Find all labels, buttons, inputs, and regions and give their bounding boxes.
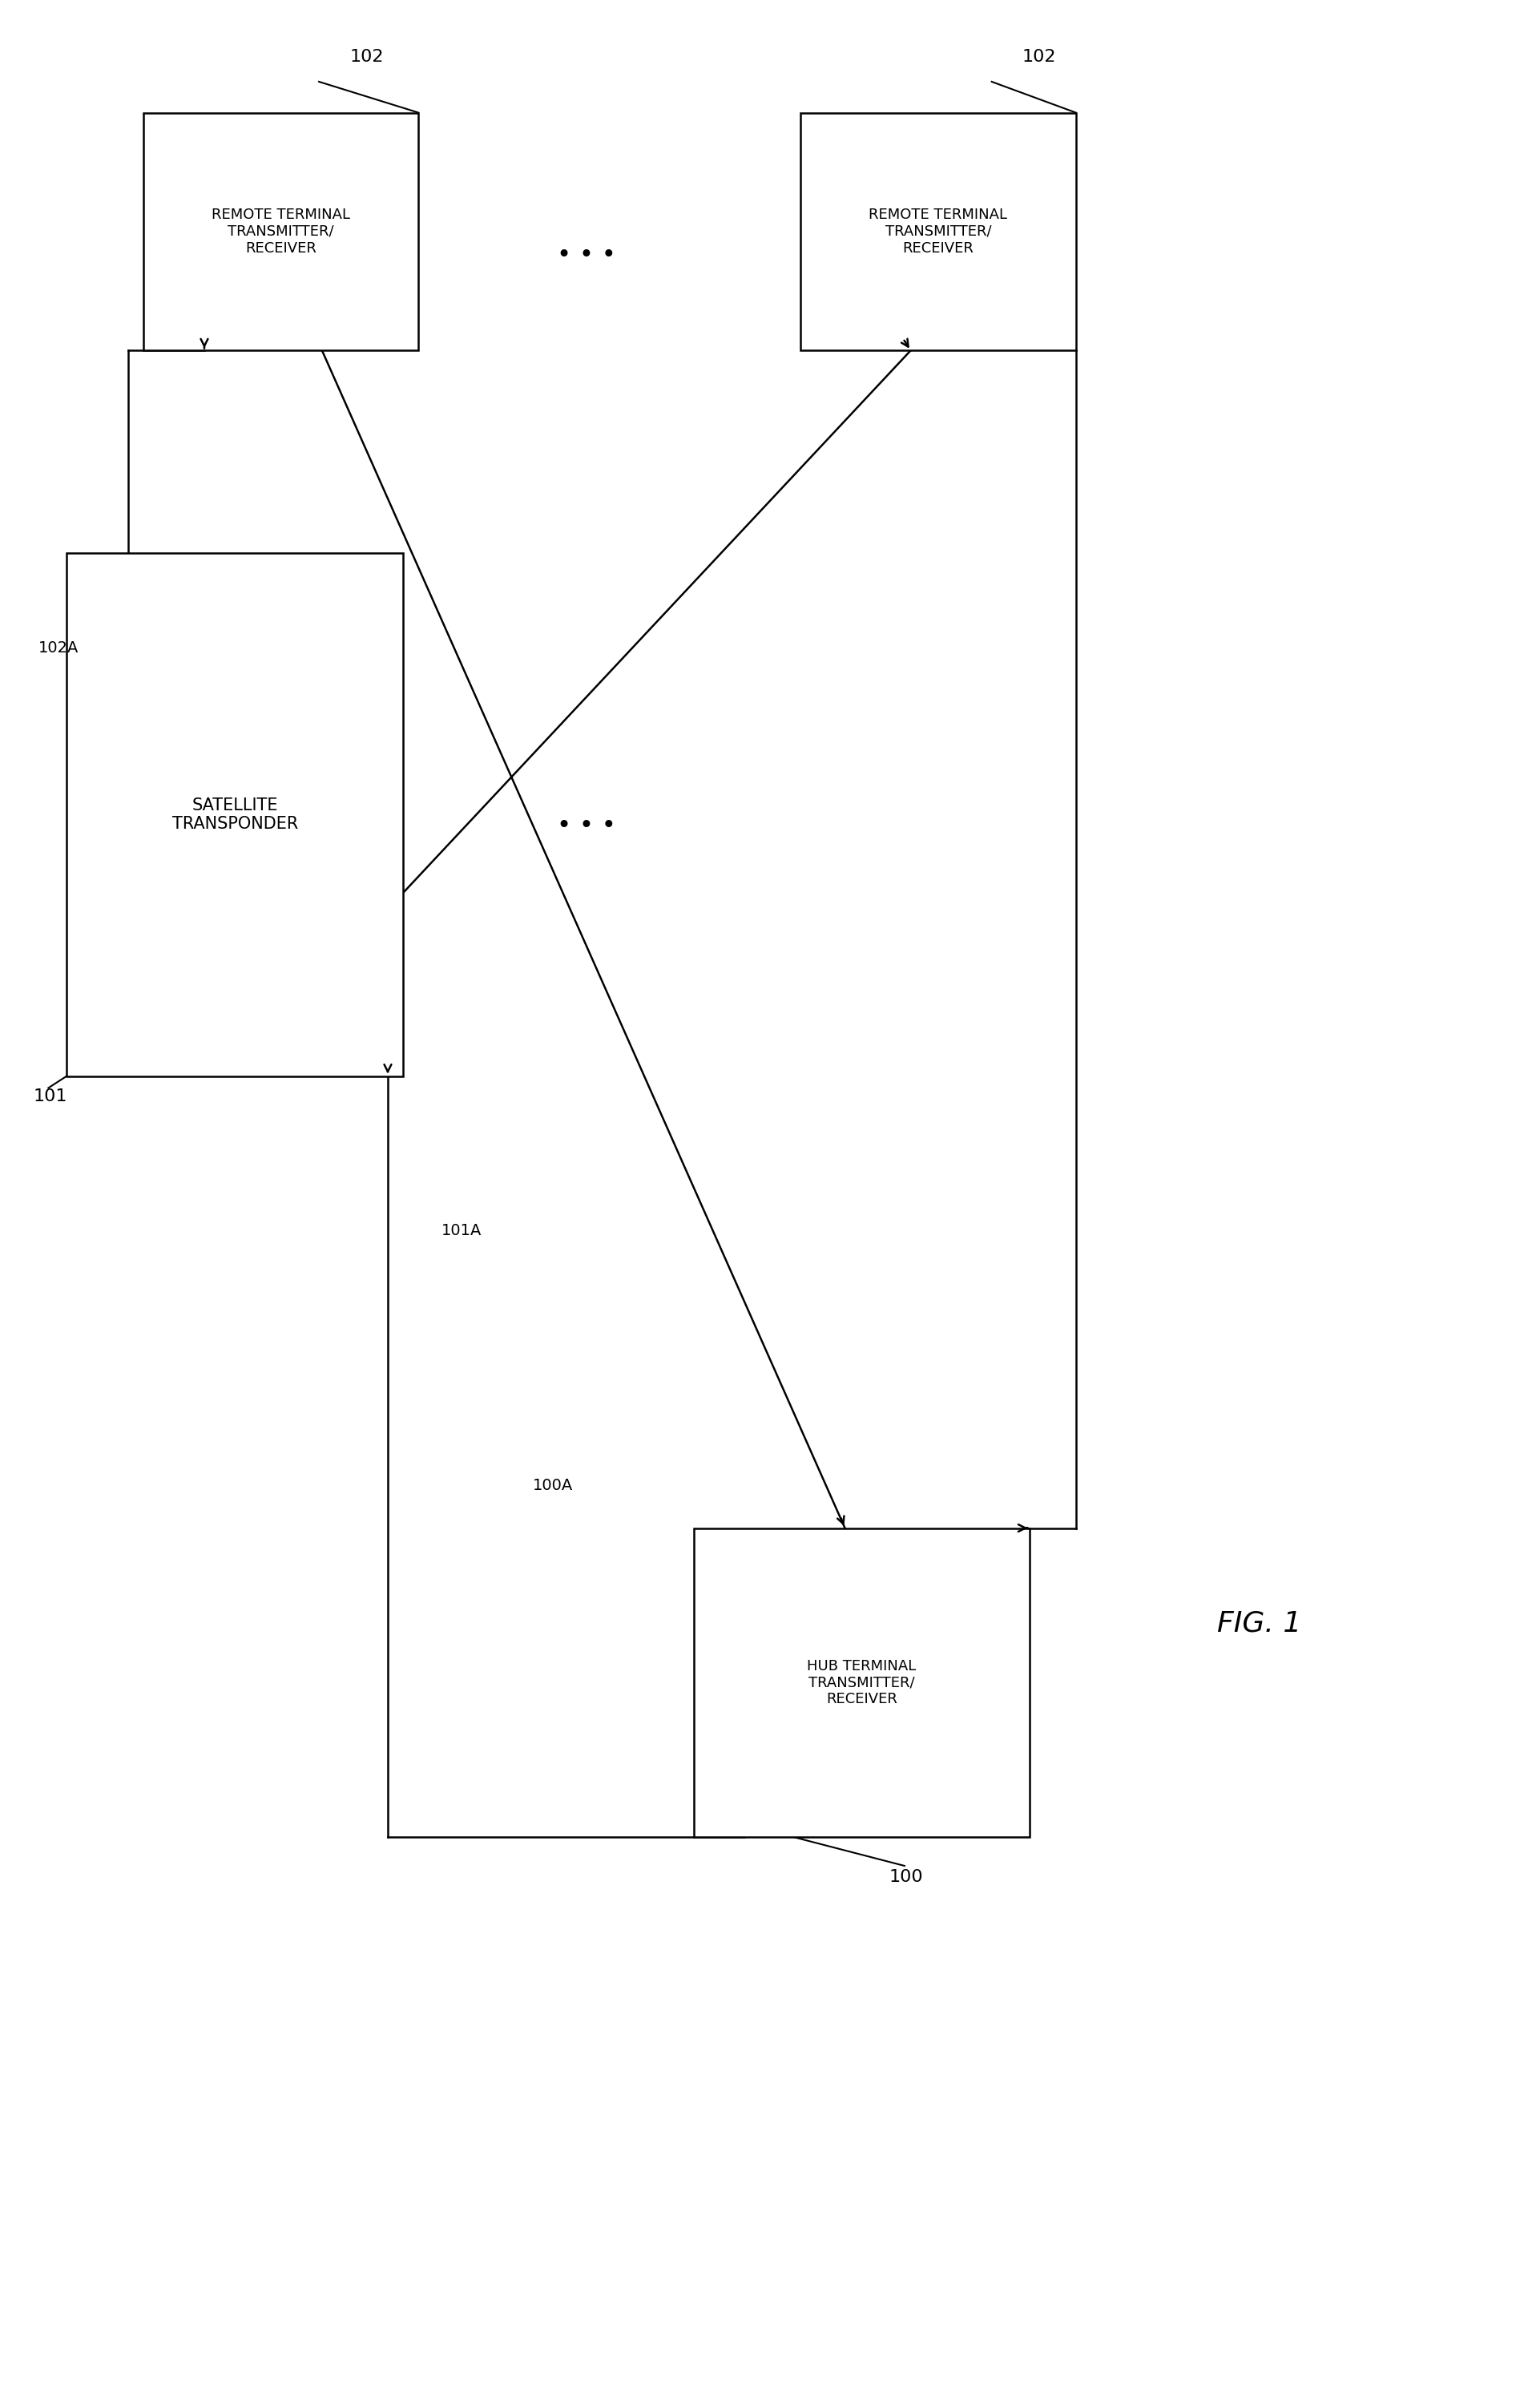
Text: SATELLITE
TRANSPONDER: SATELLITE TRANSPONDER — [172, 798, 297, 832]
Text: HUB TERMINAL
TRANSMITTER/
RECEIVER: HUB TERMINAL TRANSMITTER/ RECEIVER — [807, 1659, 916, 1706]
Text: REMOTE TERMINAL
TRANSMITTER/
RECEIVER: REMOTE TERMINAL TRANSMITTER/ RECEIVER — [211, 208, 350, 256]
Text: 100: 100 — [889, 1869, 924, 1886]
Bar — [66, 552, 403, 1076]
Text: 102: 102 — [1023, 50, 1056, 65]
Text: 101A: 101A — [442, 1224, 482, 1238]
Bar — [801, 112, 1076, 351]
Text: FIG. 1: FIG. 1 — [1217, 1608, 1301, 1637]
Bar — [143, 112, 419, 351]
Bar — [693, 1527, 1030, 1838]
Text: • • •: • • • — [557, 244, 616, 268]
Text: REMOTE TERMINAL
TRANSMITTER/
RECEIVER: REMOTE TERMINAL TRANSMITTER/ RECEIVER — [869, 208, 1007, 256]
Text: • • •: • • • — [557, 815, 616, 839]
Text: 101: 101 — [32, 1087, 68, 1104]
Text: 102A: 102A — [39, 641, 79, 655]
Text: 102: 102 — [350, 50, 383, 65]
Text: 100A: 100A — [533, 1477, 573, 1494]
